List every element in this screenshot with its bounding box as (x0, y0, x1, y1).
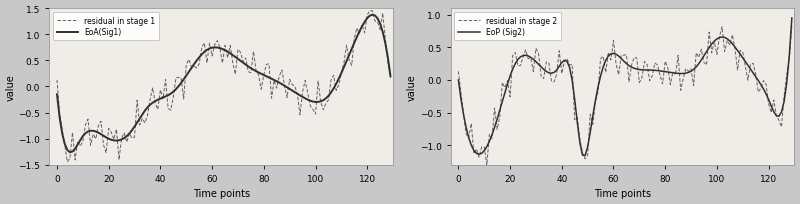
Line: residual in stage 2: residual in stage 2 (458, 27, 792, 165)
residual in stage 1 (197, 47, 206, 50)
Y-axis label: value: value (6, 74, 15, 100)
residual in stage 2 (676, 90, 686, 92)
Legend: residual in stage 2, EoP (Sig2): residual in stage 2, EoP (Sig2) (454, 13, 561, 41)
EoA(Sig1) (300, 98, 310, 100)
residual in stage 1 (52, 79, 62, 82)
residual in stage 2 (718, 27, 727, 29)
EoA(Sig1) (316, 101, 326, 103)
residual in stage 1 (386, 78, 395, 80)
EoP (Sig2) (702, 51, 711, 53)
X-axis label: Time points: Time points (193, 188, 250, 198)
residual in stage 1 (146, 99, 155, 101)
Y-axis label: value: value (407, 74, 417, 100)
EoP (Sig2) (598, 67, 608, 69)
EoP (Sig2) (718, 37, 727, 39)
residual in stage 2 (546, 81, 556, 83)
Line: EoA(Sig1): EoA(Sig1) (57, 16, 390, 153)
residual in stage 1 (365, 10, 374, 13)
EoP (Sig2) (787, 18, 797, 20)
EoA(Sig1) (146, 104, 155, 106)
Legend: residual in stage 1, EoA(Sig1): residual in stage 1, EoA(Sig1) (53, 13, 159, 41)
residual in stage 1 (228, 62, 238, 65)
residual in stage 1 (316, 101, 326, 103)
EoA(Sig1) (367, 14, 377, 17)
residual in stage 2 (598, 56, 608, 58)
residual in stage 1 (274, 75, 284, 78)
residual in stage 1 (300, 80, 310, 82)
residual in stage 2 (702, 64, 711, 67)
X-axis label: Time points: Time points (594, 188, 651, 198)
EoA(Sig1) (274, 82, 284, 84)
EoP (Sig2) (676, 73, 686, 75)
Line: residual in stage 1: residual in stage 1 (57, 12, 390, 162)
EoP (Sig2) (630, 68, 639, 70)
residual in stage 2 (630, 57, 639, 59)
EoA(Sig1) (197, 54, 206, 56)
residual in stage 2 (454, 71, 463, 73)
residual in stage 1 (62, 161, 72, 163)
EoA(Sig1) (228, 55, 238, 57)
EoA(Sig1) (386, 75, 395, 78)
residual in stage 2 (482, 164, 492, 166)
EoA(Sig1) (52, 94, 62, 96)
residual in stage 2 (787, 26, 797, 28)
EoP (Sig2) (454, 79, 463, 82)
EoP (Sig2) (544, 72, 554, 75)
Line: EoP (Sig2): EoP (Sig2) (458, 19, 792, 156)
EoA(Sig1) (65, 151, 74, 154)
EoP (Sig2) (580, 155, 590, 157)
